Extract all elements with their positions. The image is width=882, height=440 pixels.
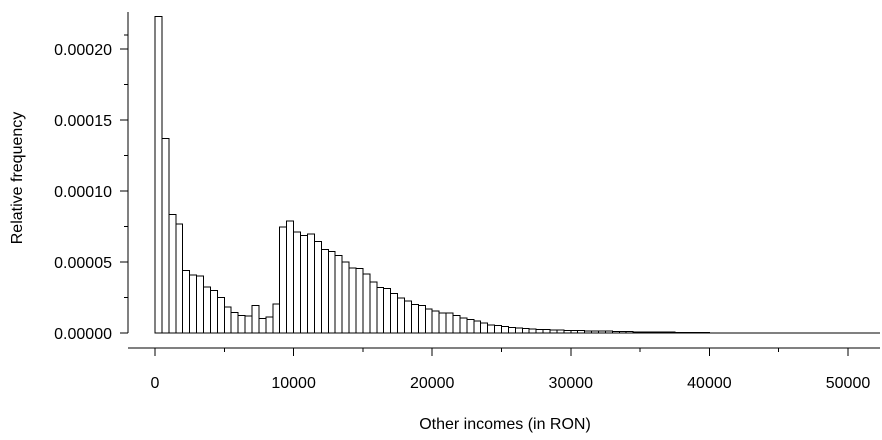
histogram-bar <box>501 325 509 334</box>
histogram-bar <box>403 300 412 334</box>
histogram-bar <box>182 270 191 334</box>
histogram-bar <box>487 324 496 334</box>
histogram-bar <box>410 303 419 334</box>
histogram-bar <box>293 231 302 334</box>
histogram-bar <box>480 322 489 334</box>
histogram-bar <box>438 312 447 334</box>
histogram-bar <box>542 329 551 334</box>
histogram-bar <box>203 286 211 334</box>
histogram-bar <box>154 15 163 334</box>
histogram-bar <box>161 137 170 334</box>
histogram-bar <box>507 326 516 334</box>
histogram-bar <box>196 275 205 334</box>
histogram-bar <box>528 328 537 334</box>
histogram-bar <box>237 314 246 334</box>
histogram-bar <box>258 318 267 334</box>
histogram-bar <box>306 233 315 334</box>
y-tick-label: 0.00000 <box>54 326 112 343</box>
x-tick-label: 40000 <box>687 375 732 392</box>
histogram-bar <box>514 327 523 334</box>
y-tick-label: 0.00005 <box>54 255 112 272</box>
histogram-bar <box>334 255 343 334</box>
axes-layer: 0.00000 0.00005 0.00010 0.00015 0.00020 0 1000… <box>54 12 880 392</box>
y-tick-label: 0.00015 <box>54 113 112 130</box>
x-tick-label: 0 <box>151 375 160 392</box>
histogram-bar <box>265 316 274 334</box>
histogram-bar <box>473 320 482 334</box>
histogram-bar <box>362 273 371 334</box>
histogram-bar <box>341 261 350 334</box>
histogram-bar <box>397 297 405 334</box>
histogram-bar <box>376 286 385 334</box>
histogram-bar <box>424 308 433 334</box>
y-tick-label: 0.00010 <box>54 184 112 201</box>
histogram-bar <box>189 274 198 334</box>
histogram-bar <box>390 293 399 334</box>
histogram-bar <box>452 315 461 334</box>
x-tick-label: 20000 <box>410 375 455 392</box>
x-tick-label: 30000 <box>549 375 594 392</box>
histogram-bar <box>230 311 239 334</box>
histogram-bar <box>286 220 295 334</box>
histogram-bar <box>521 328 530 334</box>
histogram-bar <box>417 305 426 334</box>
histogram-bar <box>369 281 378 334</box>
histogram-bar <box>279 226 288 334</box>
histogram-bar <box>209 290 218 334</box>
x-tick-label: 10000 <box>271 375 316 392</box>
histogram-bar <box>327 250 336 334</box>
histogram-bar <box>313 240 322 334</box>
x-tick-label: 50000 <box>826 375 871 392</box>
histogram-bar <box>445 312 454 334</box>
histogram-bar <box>272 303 281 334</box>
histogram-bar <box>251 304 260 334</box>
histogram-bar <box>459 317 468 334</box>
histogram-bar <box>175 223 184 334</box>
histogram-bar <box>348 267 357 334</box>
histogram-bar <box>431 310 440 334</box>
bars-layer <box>154 15 880 334</box>
x-axis-title: Other incomes (in RON) <box>419 416 591 433</box>
histogram-bar <box>494 325 503 334</box>
y-axis-title: Relative frequency <box>9 112 26 245</box>
y-tick-label: 0.00020 <box>54 42 112 59</box>
histogram-bar <box>168 213 177 334</box>
histogram-bar <box>355 267 364 334</box>
histogram-bar <box>216 297 225 334</box>
histogram-bar <box>535 328 544 334</box>
histogram-bar <box>320 249 329 334</box>
histogram-bar <box>244 315 253 334</box>
histogram-bar <box>383 288 392 334</box>
histogram-bar <box>466 318 475 334</box>
histogram-bar <box>300 235 308 334</box>
histogram-bar <box>223 306 232 334</box>
